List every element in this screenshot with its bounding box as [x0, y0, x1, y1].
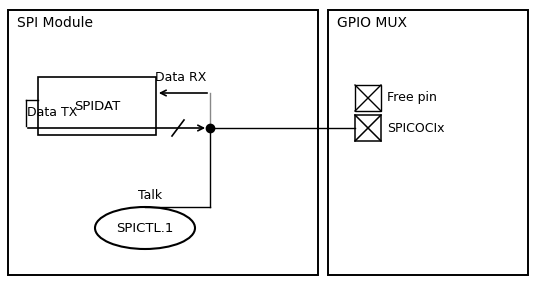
- Text: Data TX: Data TX: [27, 106, 77, 119]
- Text: SPICOCIx: SPICOCIx: [387, 121, 444, 134]
- Text: GPIO MUX: GPIO MUX: [337, 16, 407, 30]
- Text: Data RX: Data RX: [154, 71, 206, 84]
- Text: SPICTL.1: SPICTL.1: [116, 222, 174, 235]
- Bar: [355, 85, 381, 111]
- Bar: [328, 10, 528, 275]
- Text: Talk: Talk: [138, 189, 162, 202]
- Bar: [355, 115, 381, 141]
- Bar: [8, 10, 318, 275]
- Text: SPIDAT: SPIDAT: [74, 100, 120, 113]
- Text: Free pin: Free pin: [387, 91, 437, 104]
- Text: SPI Module: SPI Module: [17, 16, 93, 30]
- Bar: [38, 77, 156, 135]
